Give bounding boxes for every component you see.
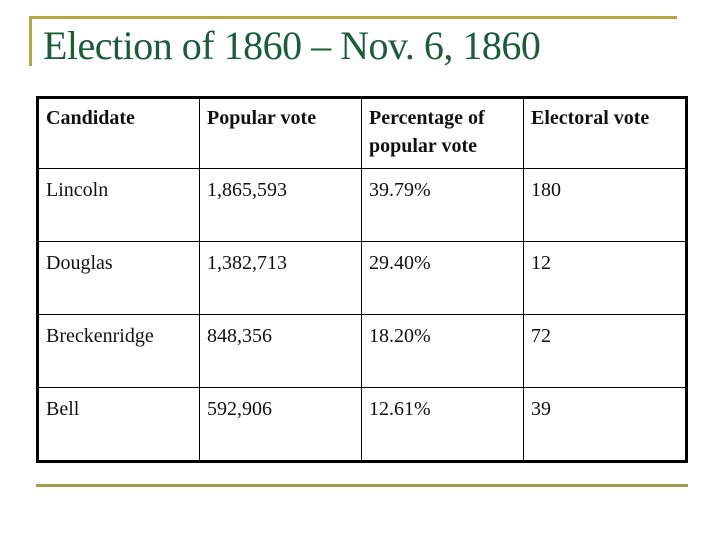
cell-electoral-vote: 39 <box>523 387 687 462</box>
table-row: Douglas 1,382,713 29.40% 12 <box>37 241 687 315</box>
header-candidate: Candidate <box>37 97 200 169</box>
header-popular-vote: Popular vote <box>199 97 362 169</box>
slide-title: Election of 1860 – Nov. 6, 1860 <box>43 23 541 68</box>
footer-rule <box>36 484 688 487</box>
table-header-row: Candidate Popular vote Percentage of pop… <box>37 97 687 169</box>
cell-electoral-vote: 180 <box>523 168 687 242</box>
cell-candidate: Lincoln <box>37 168 200 242</box>
cell-popular-vote: 592,906 <box>199 387 362 462</box>
title-frame-top-rule <box>29 16 677 19</box>
cell-candidate: Bell <box>37 387 200 462</box>
title-frame-left-rule <box>29 16 32 66</box>
election-results-table: Candidate Popular vote Percentage of pop… <box>36 96 688 463</box>
cell-electoral-vote: 12 <box>523 241 687 315</box>
cell-percentage: 39.79% <box>361 168 524 242</box>
cell-candidate: Breckenridge <box>37 314 200 388</box>
table-row: Breckenridge 848,356 18.20% 72 <box>37 314 687 388</box>
cell-popular-vote: 848,356 <box>199 314 362 388</box>
cell-percentage: 29.40% <box>361 241 524 315</box>
header-electoral-vote: Electoral vote <box>523 97 687 169</box>
cell-electoral-vote: 72 <box>523 314 687 388</box>
cell-percentage: 18.20% <box>361 314 524 388</box>
cell-popular-vote: 1,865,593 <box>199 168 362 242</box>
header-percentage: Percentage of popular vote <box>361 97 524 169</box>
table-row: Lincoln 1,865,593 39.79% 180 <box>37 168 687 242</box>
cell-candidate: Douglas <box>37 241 200 315</box>
cell-popular-vote: 1,382,713 <box>199 241 362 315</box>
table-row: Bell 592,906 12.61% 39 <box>37 387 687 462</box>
cell-percentage: 12.61% <box>361 387 524 462</box>
